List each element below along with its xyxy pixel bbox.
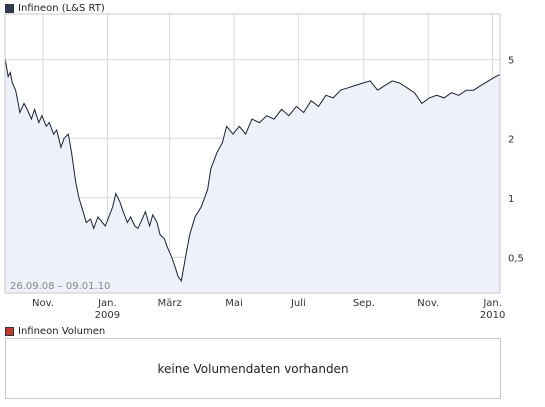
main-chart-legend: Infineon (L&S RT)	[5, 2, 105, 14]
x-tick-label: Nov.	[32, 298, 54, 309]
x-tick-label: Juli	[290, 298, 306, 309]
volume-legend: Infineon Volumen	[5, 325, 105, 337]
volume-empty-message: keine Volumendaten vorhanden	[157, 361, 349, 376]
x-tick-year-label: 2009	[95, 310, 120, 321]
main-legend-swatch	[5, 3, 14, 13]
y-tick-label: 2	[508, 134, 514, 145]
x-tick-year-label: 2010	[480, 310, 505, 321]
date-range-label: 26.09.08 – 09.01.10	[10, 281, 110, 292]
x-tick-label: Nov.	[417, 298, 439, 309]
y-axis-ticks: 5 2 1 0,5	[508, 56, 524, 265]
volume-legend-swatch	[5, 326, 14, 336]
plot-frame	[4, 13, 501, 294]
y-tick-label: 0,5	[508, 253, 524, 264]
x-tick-label: Jan.	[97, 298, 117, 309]
x-tick-label: Sep.	[353, 298, 375, 309]
y-tick-label: 1	[508, 194, 514, 205]
x-tick-label: Jan.	[482, 298, 502, 309]
price-area	[5, 57, 500, 294]
volume-legend-label: Infineon Volumen	[18, 325, 106, 337]
x-tick-label: Mai	[225, 298, 243, 309]
volume-panel: keine Volumendaten vorhanden	[5, 338, 501, 399]
price-line	[4, 57, 501, 283]
y-tick-label: 5	[508, 56, 514, 67]
x-tick-label: März	[158, 298, 182, 309]
main-legend-label: Infineon (L&S RT)	[18, 2, 105, 14]
